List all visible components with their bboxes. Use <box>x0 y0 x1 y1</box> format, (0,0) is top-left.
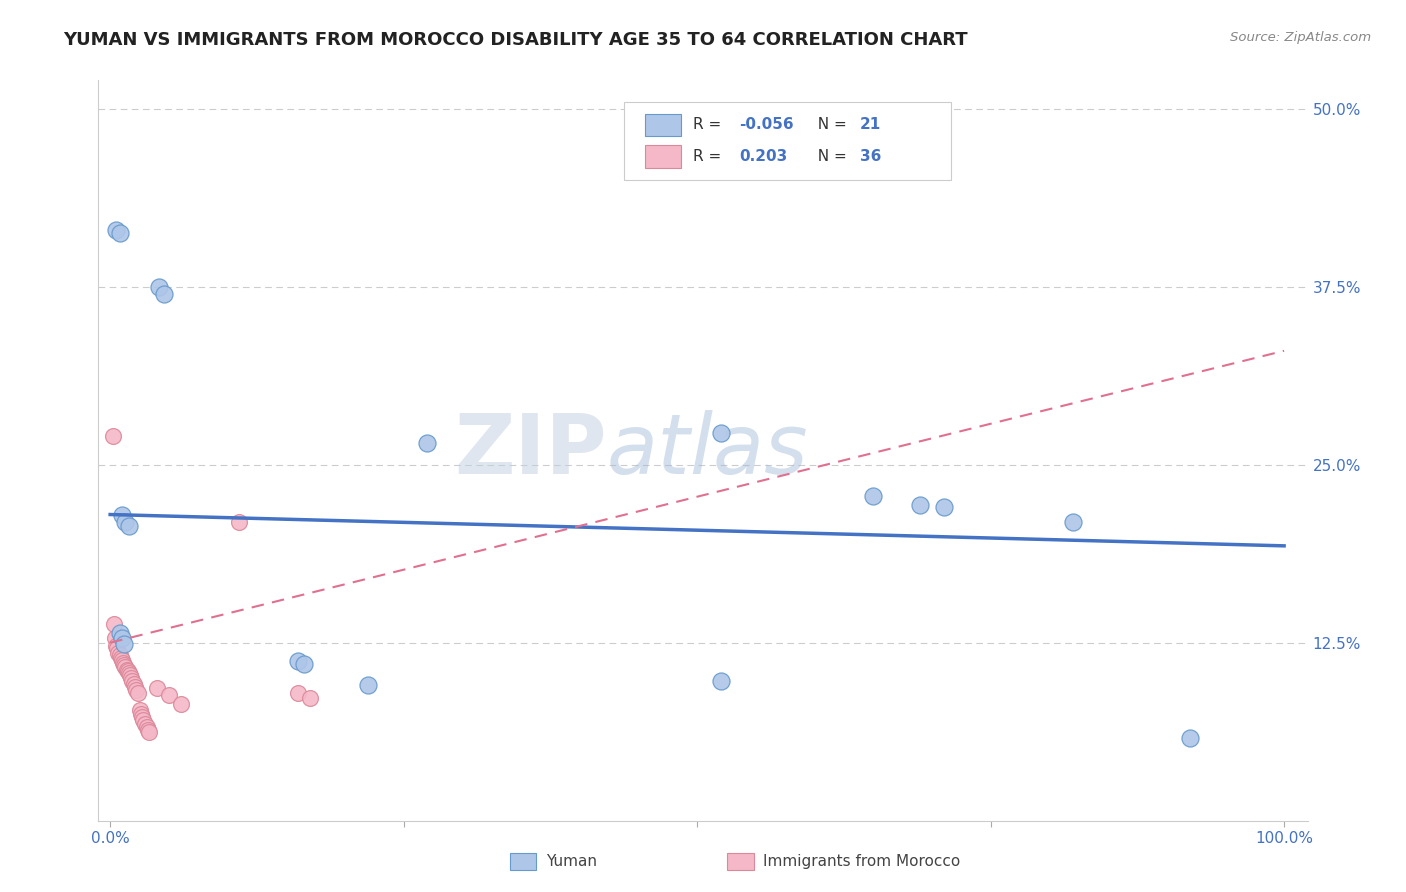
Text: R =: R = <box>693 117 727 132</box>
Point <box>357 678 380 692</box>
Text: atlas: atlas <box>606 410 808 491</box>
Text: Immigrants from Morocco: Immigrants from Morocco <box>763 854 960 869</box>
Point <box>111 508 134 522</box>
Point <box>1062 515 1084 529</box>
Point <box>114 515 136 529</box>
Point <box>101 429 124 443</box>
Point <box>862 489 884 503</box>
Text: R =: R = <box>693 149 731 164</box>
Point <box>287 685 309 699</box>
Point <box>157 689 180 703</box>
Text: 21: 21 <box>860 117 882 132</box>
Text: Source: ZipAtlas.com: Source: ZipAtlas.com <box>1230 31 1371 45</box>
Text: N =: N = <box>808 149 852 164</box>
Point <box>908 498 931 512</box>
FancyBboxPatch shape <box>645 113 682 136</box>
Point <box>112 658 135 673</box>
Text: 0.203: 0.203 <box>740 149 787 164</box>
Point <box>134 716 156 731</box>
Point <box>128 703 150 717</box>
Point <box>146 681 169 696</box>
Point <box>105 641 128 656</box>
Point <box>114 660 136 674</box>
Point <box>153 286 176 301</box>
Point <box>1180 731 1202 745</box>
Point <box>292 657 315 671</box>
FancyBboxPatch shape <box>509 854 536 870</box>
Point <box>127 685 149 699</box>
Point <box>107 646 129 660</box>
FancyBboxPatch shape <box>645 145 682 168</box>
Point <box>136 723 159 737</box>
Point <box>710 674 733 689</box>
Point <box>710 426 733 441</box>
Text: ZIP: ZIP <box>454 410 606 491</box>
Text: N =: N = <box>808 117 852 132</box>
Text: YUMAN VS IMMIGRANTS FROM MOROCCO DISABILITY AGE 35 TO 64 CORRELATION CHART: YUMAN VS IMMIGRANTS FROM MOROCCO DISABIL… <box>63 31 967 49</box>
Point <box>117 664 139 678</box>
Point <box>112 637 135 651</box>
Point <box>125 682 148 697</box>
Point <box>122 677 145 691</box>
Point <box>111 653 134 667</box>
Text: -0.056: -0.056 <box>740 117 794 132</box>
FancyBboxPatch shape <box>727 854 754 870</box>
Point <box>108 226 131 240</box>
Point <box>103 617 125 632</box>
Point <box>110 651 132 665</box>
Point <box>129 706 152 721</box>
Point <box>932 500 955 515</box>
Point <box>120 668 142 682</box>
Text: 36: 36 <box>860 149 882 164</box>
Point <box>298 691 321 706</box>
Point <box>287 654 309 668</box>
Point <box>115 663 138 677</box>
Point <box>104 632 127 646</box>
Point <box>105 223 128 237</box>
Point <box>105 639 128 653</box>
Point <box>118 665 141 680</box>
Point <box>120 671 142 685</box>
Point <box>169 697 191 711</box>
FancyBboxPatch shape <box>624 103 950 180</box>
Point <box>121 674 143 689</box>
Point <box>112 656 135 670</box>
Point <box>124 680 146 694</box>
Text: Yuman: Yuman <box>546 854 596 869</box>
Point <box>108 625 131 640</box>
Point <box>416 436 439 450</box>
Point <box>135 720 157 734</box>
Point <box>138 725 160 739</box>
Point <box>108 648 131 663</box>
Point <box>111 632 134 646</box>
Point <box>131 709 153 723</box>
Point <box>132 713 155 727</box>
Point <box>118 519 141 533</box>
Point <box>228 515 250 529</box>
Point <box>148 279 170 293</box>
